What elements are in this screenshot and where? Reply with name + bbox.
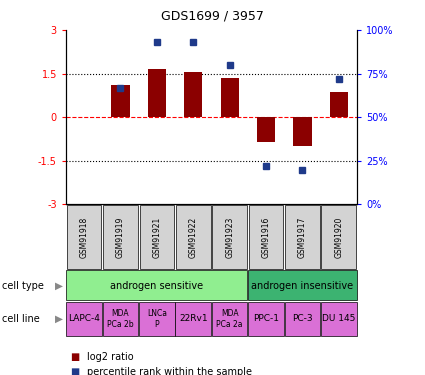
- Text: cell line: cell line: [2, 314, 40, 324]
- Text: 22Rv1: 22Rv1: [179, 314, 207, 323]
- Bar: [257, 117, 275, 142]
- Bar: [111, 85, 130, 117]
- Bar: [293, 117, 312, 146]
- Text: GSM91922: GSM91922: [189, 216, 198, 258]
- Text: ■: ■: [70, 352, 79, 362]
- Text: GSM91916: GSM91916: [261, 216, 271, 258]
- Bar: [184, 72, 202, 117]
- Text: log2 ratio: log2 ratio: [87, 352, 134, 362]
- Text: GSM91918: GSM91918: [79, 216, 88, 258]
- Text: ▶: ▶: [55, 314, 62, 324]
- Text: ▶: ▶: [55, 280, 62, 291]
- Text: MDA
PCa 2b: MDA PCa 2b: [107, 309, 134, 328]
- Text: GSM91923: GSM91923: [225, 216, 234, 258]
- Bar: [148, 69, 166, 117]
- Text: MDA
PCa 2a: MDA PCa 2a: [216, 309, 243, 328]
- Text: androgen sensitive: androgen sensitive: [110, 280, 204, 291]
- Text: DU 145: DU 145: [322, 314, 355, 323]
- Bar: [330, 93, 348, 117]
- Bar: [221, 78, 239, 117]
- Text: GSM91921: GSM91921: [152, 216, 162, 258]
- Text: PC-3: PC-3: [292, 314, 313, 323]
- Text: percentile rank within the sample: percentile rank within the sample: [87, 368, 252, 375]
- Text: androgen insensitive: androgen insensitive: [251, 280, 354, 291]
- Text: GSM91920: GSM91920: [334, 216, 343, 258]
- Text: GDS1699 / 3957: GDS1699 / 3957: [161, 9, 264, 22]
- Text: LAPC-4: LAPC-4: [68, 314, 100, 323]
- Text: GSM91917: GSM91917: [298, 216, 307, 258]
- Text: cell type: cell type: [2, 280, 44, 291]
- Text: PPC-1: PPC-1: [253, 314, 279, 323]
- Text: GSM91919: GSM91919: [116, 216, 125, 258]
- Text: ■: ■: [70, 368, 79, 375]
- Text: LNCa
P: LNCa P: [147, 309, 167, 328]
